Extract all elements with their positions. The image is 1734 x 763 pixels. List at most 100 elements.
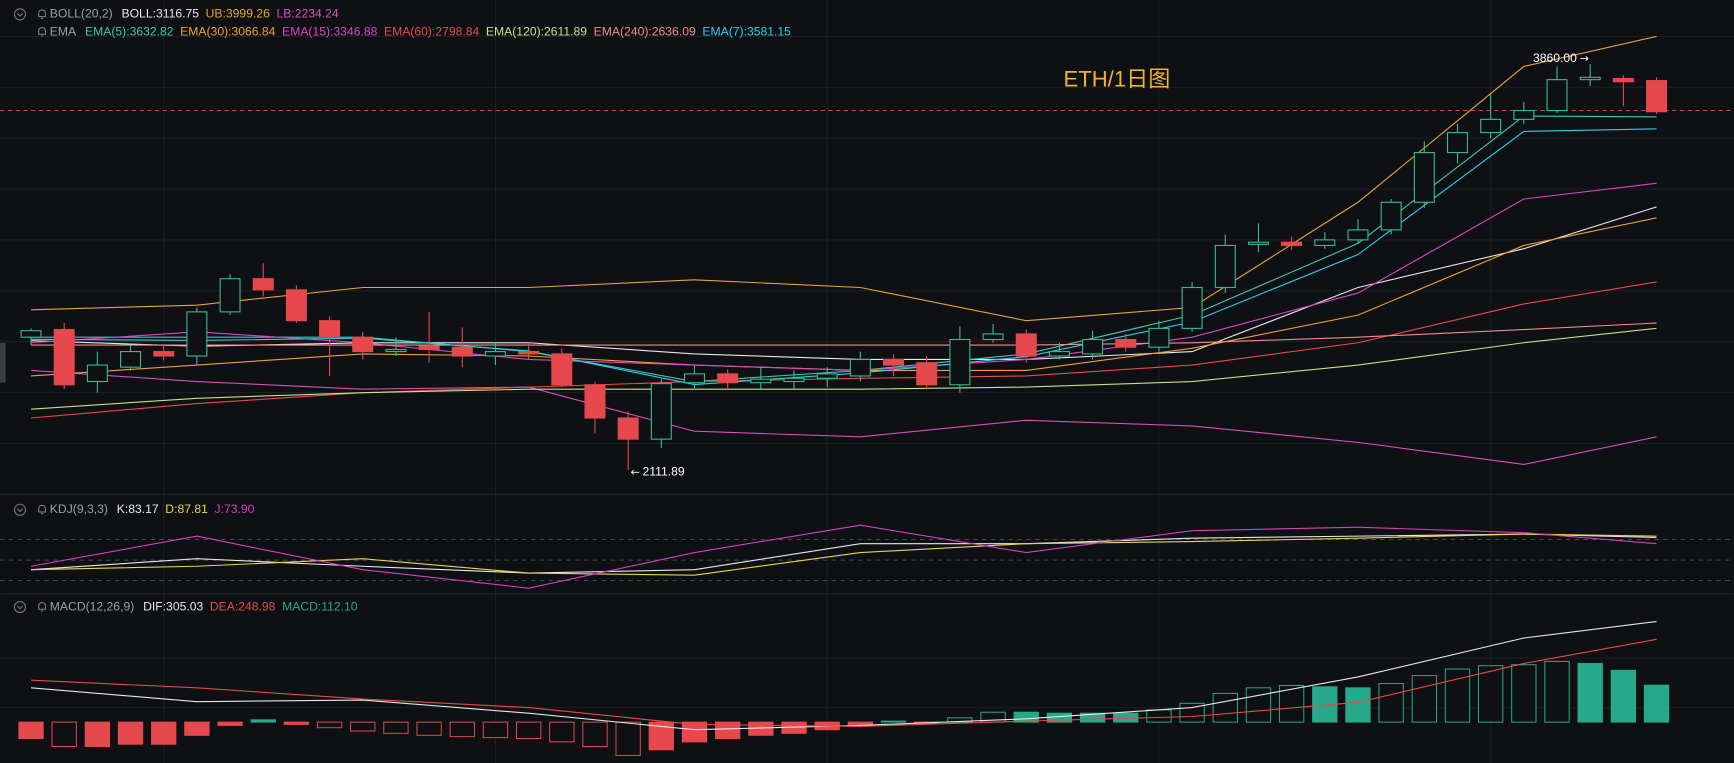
indicator-line	[31, 35, 1657, 322]
candle-body	[518, 351, 540, 355]
macd-bar	[184, 721, 210, 736]
candle-body	[617, 417, 639, 440]
candle-body	[20, 330, 42, 338]
legend-entry: EMA(120):2611.89	[486, 24, 587, 38]
macd-bar	[582, 721, 608, 748]
candle-body	[285, 289, 307, 322]
candle-body	[650, 383, 672, 440]
collapse-circle[interactable]	[13, 8, 27, 21]
candle-body	[1247, 241, 1269, 245]
macd-bar	[1212, 692, 1238, 723]
macd-bar	[283, 721, 310, 725]
candle-body	[1314, 239, 1336, 247]
macd-bar	[117, 721, 144, 745]
legend-entry: BOLL:3116.75	[122, 7, 200, 21]
macd-bar	[350, 721, 376, 732]
candle-body	[418, 345, 440, 351]
candle-body	[153, 351, 175, 357]
macd-bar	[549, 721, 575, 743]
legend-entry: UB:3999.26	[206, 7, 270, 21]
indicator-line	[30, 369, 1657, 466]
collapse-circle[interactable]	[13, 601, 27, 614]
macd-line	[30, 620, 1657, 731]
macd-bar	[681, 721, 708, 743]
macd-bar	[482, 721, 509, 739]
collapse-icon[interactable]	[13, 503, 27, 516]
macd-bar	[1345, 687, 1371, 723]
chart-title: ETH/1日图	[1063, 67, 1170, 92]
candle-body	[849, 358, 871, 377]
candle-body	[949, 338, 971, 386]
collapse-chevron[interactable]	[16, 605, 24, 610]
collapse-chevron[interactable]	[16, 508, 24, 513]
macd-bar	[1511, 664, 1537, 723]
legend-entry: DIF:305.03	[143, 599, 203, 613]
candle-body	[53, 328, 75, 386]
candle-body	[1513, 109, 1535, 120]
indicator-label: MACD(12,26,9)	[50, 599, 134, 613]
collapse-circle[interactable]	[13, 503, 27, 516]
indicator-label: EMA	[50, 24, 77, 38]
legend-entry: J:73.90	[215, 502, 255, 516]
macd-bar	[1146, 709, 1172, 723]
legend-entry: EMA(240):2636.09	[594, 24, 696, 38]
macd-bar	[449, 721, 475, 738]
candle-body	[783, 377, 805, 383]
candle-body	[1214, 244, 1236, 289]
indicator-label: KDJ(9,3,3)	[50, 502, 108, 516]
side-tab	[0, 342, 6, 383]
kdj-line	[30, 524, 1657, 589]
candle-body	[1181, 286, 1203, 329]
legend-entry: EMA(30):3066.84	[180, 24, 276, 38]
macd-bar	[880, 720, 907, 723]
candle-body	[1380, 201, 1402, 231]
candle-body	[252, 278, 274, 291]
candle-body	[1413, 152, 1435, 203]
candle-body	[86, 364, 108, 383]
alert-icon	[38, 504, 46, 515]
candle-body	[451, 346, 473, 357]
annotation-arrow	[630, 469, 640, 475]
candle-body	[1082, 338, 1104, 355]
collapse-icon[interactable]	[13, 601, 27, 614]
alert-icon	[38, 602, 46, 612]
macd-bar	[1643, 684, 1670, 723]
candle-body	[352, 336, 374, 353]
macd-bar	[1245, 687, 1272, 723]
macd-bar	[250, 719, 276, 723]
candle-body	[1612, 77, 1634, 83]
macd-bar	[1544, 660, 1570, 723]
candle-body	[717, 373, 739, 384]
macd-bar	[1079, 712, 1106, 723]
legend-entry: EMA(7):3581.15	[702, 24, 791, 38]
indicator-label: BOLL(20,2)	[50, 7, 113, 21]
legend-entry: EMA(5):3632.82	[85, 24, 174, 38]
legend-entry: EMA(60):2798.84	[384, 24, 480, 38]
macd-bar	[1478, 665, 1504, 723]
candle-body	[750, 378, 772, 384]
collapse-icon[interactable]	[13, 8, 27, 21]
annotation: 3860.00	[1533, 51, 1577, 65]
collapse-chevron[interactable]	[16, 12, 24, 17]
macd-bar	[316, 721, 343, 729]
macd-bar	[1013, 711, 1039, 723]
kdj-line	[31, 533, 1657, 576]
alert-icon	[38, 27, 46, 37]
candle-body	[484, 351, 506, 357]
legend-entry: EMA(15):3346.88	[282, 24, 378, 38]
macd-bar	[217, 721, 243, 726]
macd-bar	[1278, 685, 1305, 723]
legend-entry: MACD:112.10	[282, 599, 358, 613]
legend-entry: DEA:248.98	[210, 599, 276, 613]
candle-body	[385, 348, 407, 353]
candle-body	[584, 384, 606, 419]
alert-icon	[38, 9, 46, 19]
candle-body	[916, 362, 938, 386]
candle-body	[319, 320, 341, 338]
legend-entry: D:87.81	[165, 502, 208, 516]
macd-bar	[947, 717, 973, 723]
macd-bar	[18, 721, 44, 740]
candle-body	[1148, 327, 1170, 348]
macd-bar	[1444, 668, 1471, 723]
